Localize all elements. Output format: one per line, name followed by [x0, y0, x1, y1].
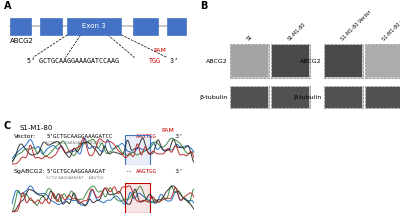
Text: AAGTGG: AAGTGG	[136, 169, 156, 174]
Bar	[365, 44, 400, 78]
Text: 5’GCTGCAAGGAAAGATCC: 5’GCTGCAAGGAAAGATCC	[46, 134, 113, 139]
Bar	[324, 44, 363, 78]
Text: S1-M1-80 sgABCG2: S1-M1-80 sgABCG2	[381, 5, 400, 42]
Text: ABCG2: ABCG2	[206, 59, 228, 64]
Text: β-tubulin: β-tubulin	[294, 95, 322, 100]
Bar	[125, 183, 150, 213]
Text: PAM: PAM	[153, 48, 166, 53]
Text: S1: S1	[246, 34, 254, 42]
Bar	[366, 45, 400, 77]
Bar	[325, 87, 362, 107]
Bar	[40, 18, 62, 35]
Bar	[325, 45, 362, 77]
Bar	[10, 18, 31, 35]
Text: TGG: TGG	[149, 58, 161, 64]
Text: B: B	[200, 1, 207, 11]
Text: ABCG2: ABCG2	[300, 59, 322, 64]
Bar	[271, 86, 310, 108]
Bar	[365, 86, 400, 108]
Text: β-tubulin: β-tubulin	[200, 95, 228, 100]
Text: PAM: PAM	[162, 128, 174, 133]
Text: ABCG2: ABCG2	[10, 38, 34, 44]
Bar	[271, 44, 310, 78]
Text: 5’ GCTGCAAGGAAAGATCCAAG: 5’ GCTGCAAGGAAAGATCCAAG	[27, 58, 119, 64]
Text: AAGTGG: AAGTGG	[136, 134, 156, 139]
Bar	[324, 86, 363, 108]
Bar	[125, 183, 150, 213]
Text: GCTGCAAGGAAAGAT  AAGTGG: GCTGCAAGGAAAGAT AAGTGG	[46, 176, 104, 180]
Text: 3’: 3’	[172, 169, 182, 174]
Bar	[125, 135, 150, 165]
Bar	[230, 86, 269, 108]
Text: A: A	[4, 1, 12, 11]
Bar	[231, 87, 268, 107]
Bar	[272, 87, 309, 107]
Text: S1-M1-80: S1-M1-80	[19, 125, 53, 131]
Bar	[67, 18, 121, 35]
Text: SgABCG2:: SgABCG2:	[14, 169, 45, 174]
Bar	[366, 87, 400, 107]
Text: C: C	[4, 121, 11, 131]
Bar	[231, 45, 268, 77]
Bar	[133, 18, 158, 35]
Text: 3’: 3’	[172, 134, 182, 139]
Text: 3’: 3’	[166, 58, 178, 64]
Text: GCTGCAAGGAAAGATCCAAGTGG: GCTGCAAGGAAAGATCCAAGTGG	[46, 141, 104, 145]
Text: 5’GCTGCAAGGAAAGAT: 5’GCTGCAAGGAAAGAT	[46, 169, 106, 174]
Bar	[125, 135, 150, 165]
Text: Exon 3: Exon 3	[82, 23, 106, 29]
Bar	[230, 44, 269, 78]
Text: S1-M1-80: S1-M1-80	[287, 22, 307, 42]
Bar	[272, 45, 309, 77]
Text: --: --	[126, 169, 133, 174]
Bar	[167, 18, 186, 35]
Text: Vector:: Vector:	[14, 134, 36, 139]
Text: S1-M1-80 Vector: S1-M1-80 Vector	[340, 10, 372, 42]
